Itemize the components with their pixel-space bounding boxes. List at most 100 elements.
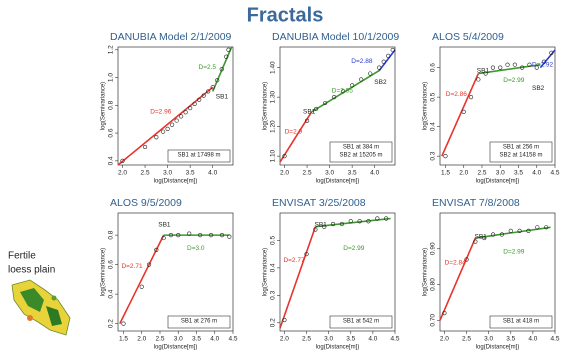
x-axis-label: log(Distance[m]) bbox=[154, 345, 198, 351]
data-point bbox=[368, 72, 372, 76]
fit-line bbox=[379, 50, 395, 71]
panel-title: ALOS 9/5/2009 bbox=[110, 197, 182, 209]
panel-title: ENVISAT 3/25/2008 bbox=[272, 197, 366, 209]
y-tick-label: 0.90 bbox=[430, 242, 437, 255]
side-label: Fertile bbox=[8, 251, 36, 262]
note-text: SB2 at 14158 m bbox=[499, 153, 542, 159]
y-tick-label: 0.4 bbox=[108, 289, 115, 298]
x-tick-label: 2.5 bbox=[303, 170, 312, 177]
x-tick-label: 3.5 bbox=[514, 170, 523, 177]
y-tick-label: 1.10 bbox=[270, 149, 277, 162]
x-tick-label: 4.5 bbox=[390, 336, 399, 343]
annotation: SB1 bbox=[315, 222, 328, 229]
x-tick-label: 1.5 bbox=[441, 170, 450, 177]
fit-line bbox=[440, 238, 475, 320]
y-tick-label: 0.5 bbox=[430, 92, 437, 101]
annotation: SB1 bbox=[158, 222, 171, 229]
x-tick-label: 4.0 bbox=[370, 170, 379, 177]
data-point bbox=[155, 135, 159, 139]
plot-frame bbox=[440, 213, 555, 331]
annotation: D=2.99 bbox=[503, 77, 525, 84]
annotation: SB2 bbox=[532, 85, 545, 92]
x-tick-label: 2.5 bbox=[302, 336, 311, 343]
y-tick-label: 0.4 bbox=[108, 156, 115, 165]
x-tick-label: 2.0 bbox=[440, 336, 449, 343]
y-tick-label: 1.0 bbox=[108, 73, 115, 82]
panel-title: DANUBIA Model 2/1/2009 bbox=[110, 31, 232, 43]
y-tick-label: 1.40 bbox=[270, 61, 277, 74]
y-tick-label: 0.8 bbox=[108, 100, 115, 109]
annotation: SB1 bbox=[477, 67, 490, 74]
x-tick-label: 2.5 bbox=[141, 170, 150, 177]
annotation: D=2.77 bbox=[283, 257, 305, 264]
annotation: D=2.99 bbox=[343, 245, 365, 252]
y-tick-label: 0.6 bbox=[430, 63, 437, 72]
side-label: loess plain bbox=[8, 265, 55, 276]
data-point bbox=[513, 63, 517, 67]
data-point bbox=[188, 106, 192, 110]
data-point bbox=[122, 322, 126, 326]
x-tick-label: 3.0 bbox=[174, 336, 183, 343]
slide: Fractals Fertile loess plain DANUBIA Mod… bbox=[0, 0, 570, 360]
data-point bbox=[477, 78, 481, 82]
y-tick-label: 0.4 bbox=[270, 263, 277, 272]
x-tick-label: 2.0 bbox=[137, 336, 146, 343]
y-tick-label: 0.2 bbox=[270, 318, 277, 327]
x-tick-label: 4.0 bbox=[208, 170, 217, 177]
note-text: SB1 at 418 m bbox=[503, 319, 539, 325]
x-tick-label: 2.0 bbox=[459, 170, 468, 177]
y-tick-label: 1.20 bbox=[270, 120, 277, 133]
x-tick-label: 3.0 bbox=[484, 336, 493, 343]
plot-frame bbox=[280, 213, 395, 331]
annotation: SB1 bbox=[475, 233, 488, 240]
data-point bbox=[166, 127, 170, 131]
data-point bbox=[184, 110, 188, 114]
plot-frame bbox=[118, 213, 233, 331]
annotation: D=2.88 bbox=[351, 58, 373, 65]
x-tick-label: 4.5 bbox=[228, 336, 237, 343]
y-tick-label: 0.3 bbox=[430, 151, 437, 160]
note-text: SB1 at 542 m bbox=[343, 319, 379, 325]
y-tick-label: 0.4 bbox=[430, 122, 437, 131]
x-axis-label: log(Distance[m]) bbox=[476, 179, 520, 185]
data-point bbox=[498, 66, 502, 70]
annotation: SB1 bbox=[303, 109, 316, 116]
y-tick-label: 1.30 bbox=[270, 90, 277, 103]
data-point bbox=[161, 130, 165, 134]
y-tick-label: 1.2 bbox=[108, 45, 115, 54]
note-text: SB1 at 256 m bbox=[503, 145, 539, 151]
note-text: SB1 at 384 m bbox=[343, 145, 379, 151]
x-tick-label: 3.5 bbox=[506, 336, 515, 343]
y-axis-label: log(Semivariance) bbox=[101, 248, 107, 296]
y-tick-label: 0.6 bbox=[108, 128, 115, 137]
x-tick-label: 2.0 bbox=[280, 170, 289, 177]
y-axis-label: log(Semivariance) bbox=[263, 82, 269, 130]
x-tick-label: 3.5 bbox=[192, 336, 201, 343]
x-tick-label: 3.0 bbox=[163, 170, 172, 177]
x-axis-label: log(Distance[m]) bbox=[316, 179, 360, 185]
annotation: D=2.9 bbox=[285, 129, 303, 136]
x-tick-label: 3.0 bbox=[325, 170, 334, 177]
map-icon bbox=[12, 280, 70, 335]
panel-title: DANUBIA Model 10/1/2009 bbox=[272, 31, 399, 43]
fit-line bbox=[280, 227, 315, 329]
x-tick-label: 4.0 bbox=[528, 336, 537, 343]
data-point bbox=[179, 115, 183, 119]
x-tick-label: 3.0 bbox=[496, 170, 505, 177]
data-point bbox=[170, 123, 174, 127]
annotation: D=2.84 bbox=[445, 259, 467, 266]
x-tick-label: 4.0 bbox=[368, 336, 377, 343]
x-tick-label: 2.5 bbox=[462, 336, 471, 343]
annotation: D=2.5 bbox=[199, 64, 217, 71]
y-tick-label: 0.3 bbox=[270, 290, 277, 299]
data-point bbox=[506, 63, 510, 67]
x-tick-label: 2.0 bbox=[280, 336, 289, 343]
note-text: SB2 at 15205 m bbox=[339, 153, 382, 159]
data-point bbox=[469, 95, 473, 99]
data-point bbox=[462, 110, 466, 114]
data-point bbox=[509, 229, 513, 233]
x-tick-label: 4.5 bbox=[550, 170, 559, 177]
fit-line bbox=[442, 74, 479, 157]
x-tick-label: 3.5 bbox=[186, 170, 195, 177]
x-axis-label: log(Distance[m]) bbox=[316, 345, 360, 351]
